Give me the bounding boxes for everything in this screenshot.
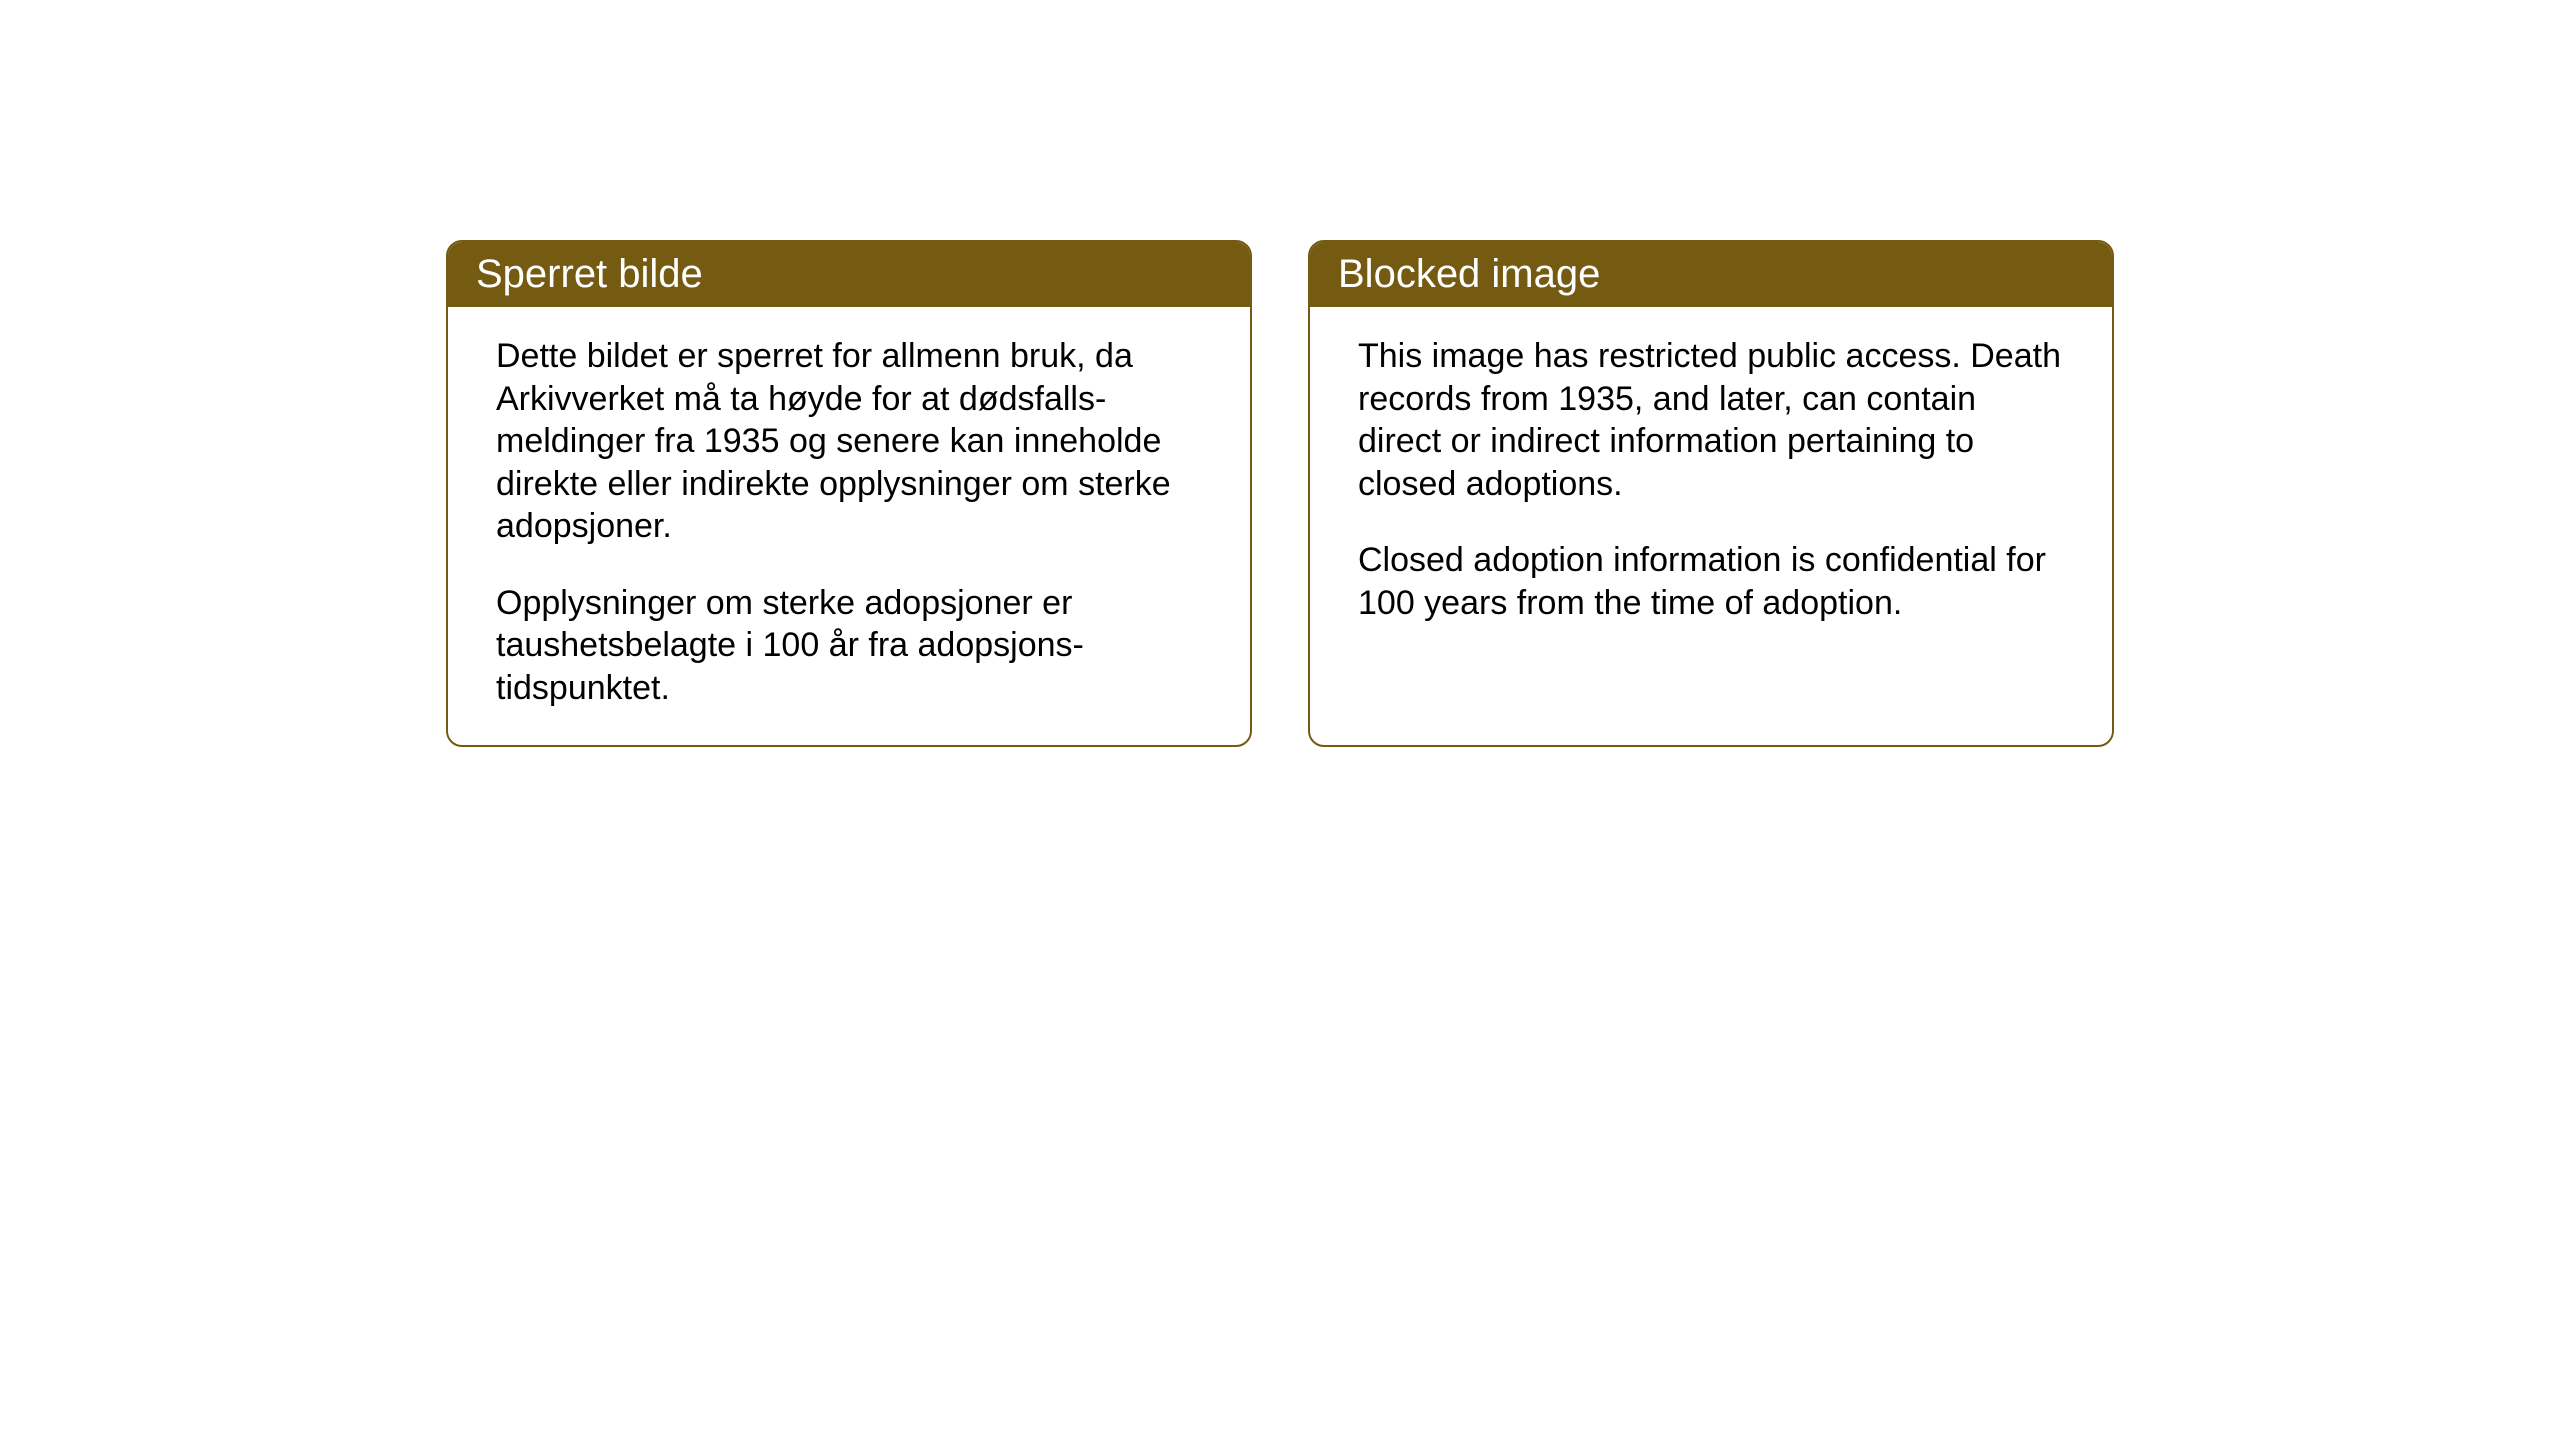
english-paragraph-2: Closed adoption information is confident… xyxy=(1358,539,2064,624)
english-card-body: This image has restricted public access.… xyxy=(1310,307,2112,727)
norwegian-notice-card: Sperret bilde Dette bildet er sperret fo… xyxy=(446,240,1252,747)
norwegian-paragraph-1: Dette bildet er sperret for allmenn bruk… xyxy=(496,335,1202,548)
norwegian-card-body: Dette bildet er sperret for allmenn bruk… xyxy=(448,307,1250,745)
notice-container: Sperret bilde Dette bildet er sperret fo… xyxy=(446,240,2114,747)
english-notice-card: Blocked image This image has restricted … xyxy=(1308,240,2114,747)
norwegian-paragraph-2: Opplysninger om sterke adopsjoner er tau… xyxy=(496,582,1202,710)
english-card-title: Blocked image xyxy=(1310,242,2112,307)
norwegian-card-title: Sperret bilde xyxy=(448,242,1250,307)
english-paragraph-1: This image has restricted public access.… xyxy=(1358,335,2064,505)
